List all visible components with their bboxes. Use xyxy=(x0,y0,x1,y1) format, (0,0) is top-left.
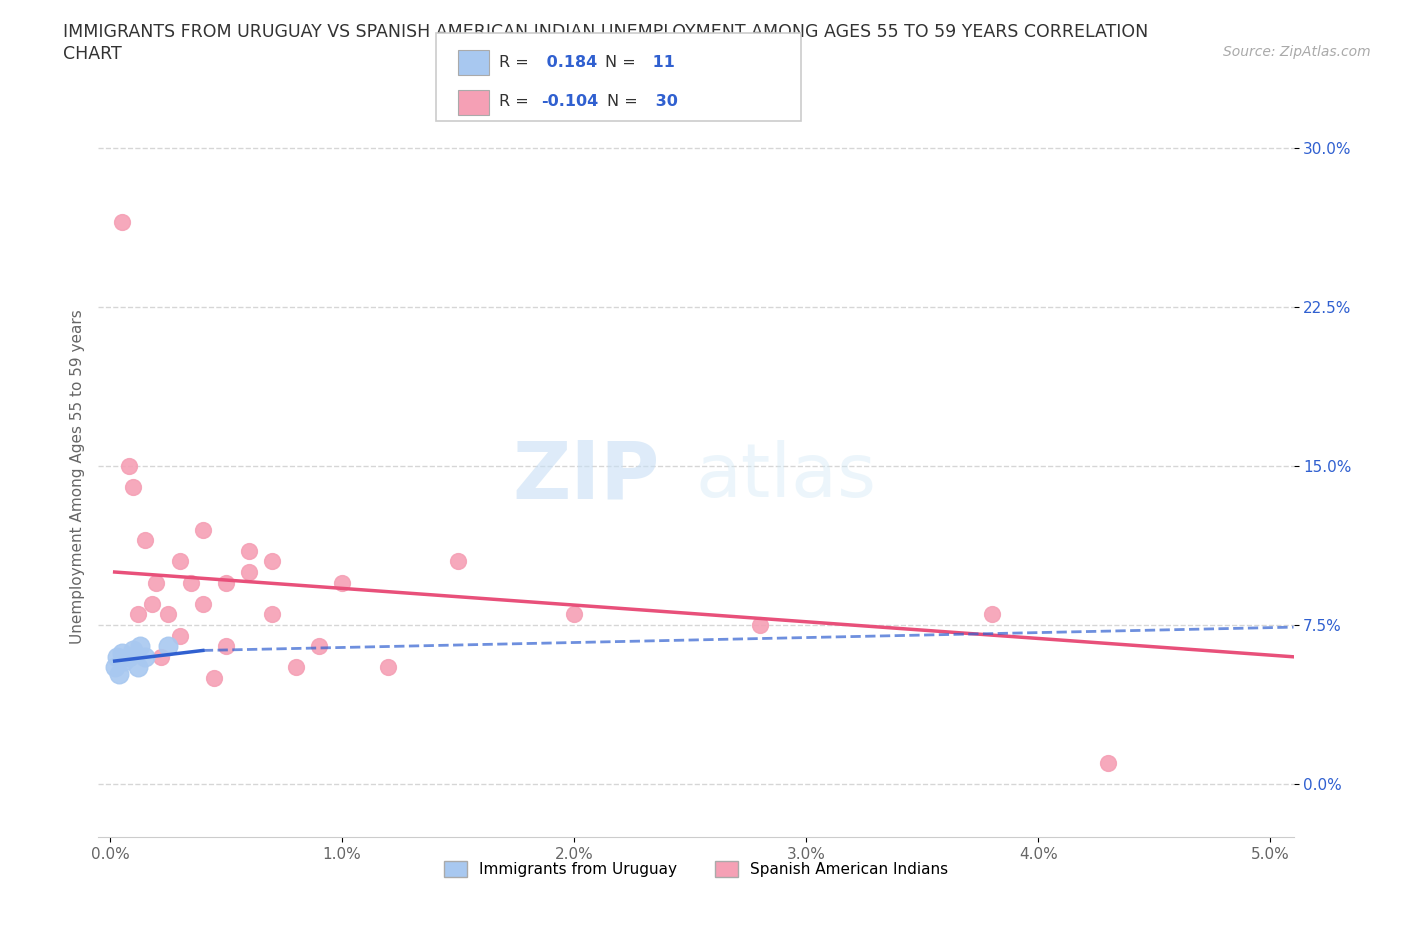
Point xyxy=(447,554,470,569)
Point xyxy=(127,660,149,675)
Text: ZIP: ZIP xyxy=(513,438,661,515)
Point xyxy=(157,639,180,654)
Text: 30: 30 xyxy=(650,94,678,109)
Point xyxy=(284,660,307,675)
Point xyxy=(169,628,191,643)
Point xyxy=(145,575,167,590)
Point xyxy=(980,607,1002,622)
Point xyxy=(111,645,134,660)
Point xyxy=(127,607,149,622)
Text: Source: ZipAtlas.com: Source: ZipAtlas.com xyxy=(1223,45,1371,59)
Text: 0.184: 0.184 xyxy=(541,55,598,70)
Point xyxy=(215,575,238,590)
Point xyxy=(141,596,163,611)
Point xyxy=(1097,755,1119,770)
Point xyxy=(204,671,226,685)
Legend: Immigrants from Uruguay, Spanish American Indians: Immigrants from Uruguay, Spanish America… xyxy=(437,856,955,884)
Point xyxy=(111,215,134,230)
Text: N =: N = xyxy=(605,55,641,70)
Point xyxy=(134,649,156,664)
Point xyxy=(122,480,145,495)
Point xyxy=(262,607,284,622)
Text: IMMIGRANTS FROM URUGUAY VS SPANISH AMERICAN INDIAN UNEMPLOYMENT AMONG AGES 55 TO: IMMIGRANTS FROM URUGUAY VS SPANISH AMERI… xyxy=(63,23,1149,41)
Point xyxy=(308,639,330,654)
Point xyxy=(105,649,128,664)
Point xyxy=(180,575,202,590)
Point xyxy=(562,607,585,622)
Point xyxy=(104,660,127,675)
Point xyxy=(191,596,214,611)
Point xyxy=(108,666,131,681)
Text: N =: N = xyxy=(607,94,644,109)
Y-axis label: Unemployment Among Ages 55 to 59 years: Unemployment Among Ages 55 to 59 years xyxy=(69,310,84,644)
Point xyxy=(157,607,180,622)
Point xyxy=(150,649,173,664)
Point xyxy=(112,654,135,669)
Point xyxy=(117,458,139,473)
Point xyxy=(169,554,191,569)
Text: CHART: CHART xyxy=(63,45,122,62)
Point xyxy=(748,618,770,632)
Point xyxy=(191,522,214,537)
Point xyxy=(215,639,238,654)
Text: R =: R = xyxy=(499,55,534,70)
Point xyxy=(262,554,284,569)
Text: R =: R = xyxy=(499,94,534,109)
Point xyxy=(238,543,260,558)
Text: -0.104: -0.104 xyxy=(541,94,599,109)
Point xyxy=(117,649,139,664)
Point xyxy=(134,533,156,548)
Point xyxy=(377,660,399,675)
Text: atlas: atlas xyxy=(696,440,877,513)
Point xyxy=(238,565,260,579)
Point xyxy=(122,643,145,658)
Point xyxy=(330,575,353,590)
Text: 11: 11 xyxy=(647,55,675,70)
Point xyxy=(129,639,152,654)
